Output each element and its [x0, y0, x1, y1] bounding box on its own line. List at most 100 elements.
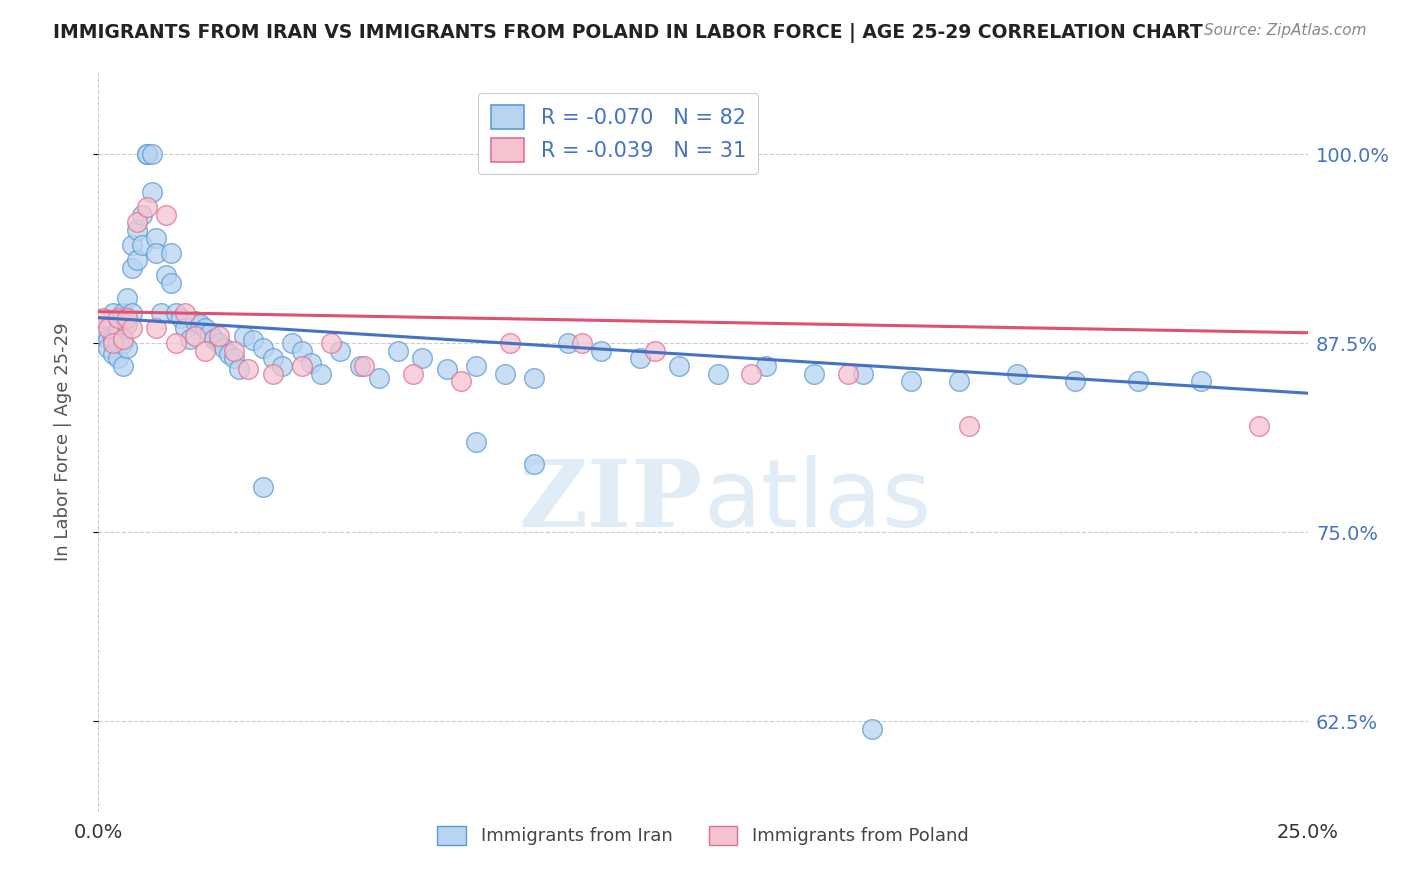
Point: [329, 343, 352, 358]
Point: [271, 359, 294, 373]
Point: [208, 328, 231, 343]
Point: [232, 328, 254, 343]
Point: [101, 347, 124, 361]
Point: [628, 351, 651, 366]
Point: [97, 341, 120, 355]
Legend: Immigrants from Iran, Immigrants from Poland: Immigrants from Iran, Immigrants from Po…: [429, 817, 977, 855]
Point: [591, 343, 613, 358]
Point: [97, 321, 120, 335]
Point: [299, 356, 322, 370]
Point: [218, 347, 240, 361]
Point: [860, 722, 883, 736]
Point: [252, 341, 274, 355]
Point: [212, 341, 235, 355]
Point: [498, 336, 520, 351]
Point: [145, 321, 167, 335]
Point: [464, 434, 486, 449]
Point: [117, 317, 139, 331]
Point: [222, 343, 245, 358]
Text: Source: ZipAtlas.com: Source: ZipAtlas.com: [1204, 23, 1367, 38]
Point: [436, 362, 458, 376]
Point: [1189, 374, 1212, 388]
Point: [135, 200, 157, 214]
Point: [160, 245, 183, 260]
Point: [1064, 374, 1087, 388]
Point: [571, 336, 593, 351]
Point: [319, 336, 342, 351]
Point: [184, 313, 207, 327]
Point: [349, 359, 371, 373]
Point: [131, 208, 153, 222]
Point: [222, 351, 245, 366]
Point: [165, 306, 187, 320]
Point: [169, 310, 191, 325]
Point: [111, 332, 134, 346]
Point: [135, 147, 157, 161]
Point: [290, 359, 312, 373]
Point: [242, 334, 264, 348]
Point: [668, 359, 690, 373]
Point: [198, 326, 221, 340]
Point: [1128, 374, 1150, 388]
Point: [948, 374, 970, 388]
Point: [238, 362, 260, 376]
Point: [740, 367, 762, 381]
Point: [141, 186, 163, 200]
Point: [145, 245, 167, 260]
Y-axis label: In Labor Force | Age 25-29: In Labor Force | Age 25-29: [53, 322, 72, 561]
Point: [644, 343, 666, 358]
Point: [121, 238, 143, 252]
Point: [160, 276, 183, 290]
Point: [174, 306, 197, 320]
Point: [557, 336, 579, 351]
Point: [101, 332, 124, 346]
Point: [127, 223, 149, 237]
Point: [464, 359, 486, 373]
Point: [523, 371, 546, 385]
Point: [135, 147, 157, 161]
Point: [121, 260, 143, 275]
Point: [900, 374, 922, 388]
Point: [837, 367, 859, 381]
Point: [127, 215, 149, 229]
Point: [117, 291, 139, 305]
Point: [281, 336, 304, 351]
Point: [91, 321, 114, 335]
Point: [111, 306, 134, 320]
Point: [174, 321, 197, 335]
Point: [188, 317, 211, 331]
Point: [101, 306, 124, 320]
Point: [208, 336, 231, 351]
Point: [107, 321, 129, 335]
Point: [706, 367, 728, 381]
Point: [111, 336, 134, 351]
Point: [353, 359, 375, 373]
Point: [127, 253, 149, 268]
Point: [402, 367, 425, 381]
Point: [852, 367, 875, 381]
Point: [107, 336, 129, 351]
Text: IMMIGRANTS FROM IRAN VS IMMIGRANTS FROM POLAND IN LABOR FORCE | AGE 25-29 CORREL: IMMIGRANTS FROM IRAN VS IMMIGRANTS FROM …: [53, 23, 1204, 43]
Point: [121, 321, 143, 335]
Point: [155, 208, 177, 222]
Point: [803, 367, 825, 381]
Point: [252, 480, 274, 494]
Point: [91, 310, 114, 325]
Point: [411, 351, 433, 366]
Point: [194, 321, 217, 335]
Point: [97, 332, 120, 346]
Point: [111, 359, 134, 373]
Point: [1007, 367, 1029, 381]
Point: [450, 374, 472, 388]
Point: [228, 362, 250, 376]
Point: [121, 306, 143, 320]
Point: [179, 332, 201, 346]
Point: [387, 343, 409, 358]
Point: [101, 336, 124, 351]
Point: [368, 371, 391, 385]
Point: [150, 306, 173, 320]
Point: [494, 367, 516, 381]
Point: [194, 343, 217, 358]
Point: [131, 238, 153, 252]
Point: [117, 310, 139, 325]
